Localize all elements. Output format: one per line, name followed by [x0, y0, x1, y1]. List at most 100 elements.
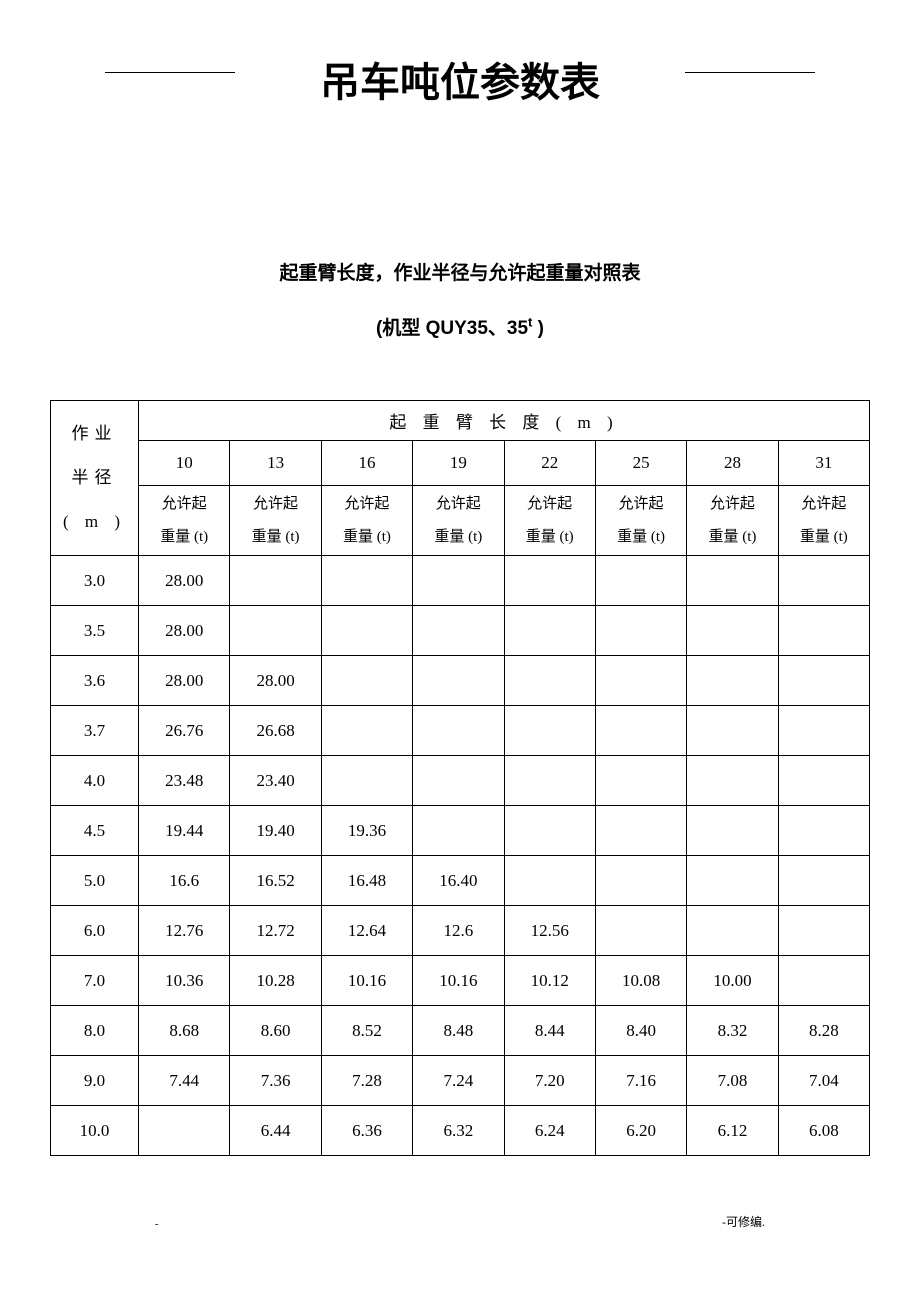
value-cell: [504, 756, 595, 806]
value-cell: 8.48: [413, 1006, 504, 1056]
value-cell: [321, 606, 412, 656]
value-cell: [687, 806, 778, 856]
value-cell: 7.28: [321, 1056, 412, 1106]
table-row: 3.028.00: [51, 556, 870, 606]
value-cell: 12.72: [230, 906, 321, 956]
radius-cell: 4.0: [51, 756, 139, 806]
value-cell: 16.40: [413, 856, 504, 906]
crane-load-table: 作业 半径 ( m ) 起 重 臂 长 度 ( m ) 101316192225…: [50, 400, 870, 1156]
value-cell: [595, 906, 686, 956]
value-cell: [595, 656, 686, 706]
value-cell: [504, 806, 595, 856]
title-rule-right: [685, 72, 815, 73]
table-body: 3.028.003.528.003.628.0028.003.726.7626.…: [51, 556, 870, 1156]
value-cell: [595, 706, 686, 756]
value-cell: 6.08: [778, 1106, 869, 1156]
value-cell: [778, 606, 869, 656]
value-cell: [778, 856, 869, 906]
boom-length-header: 起 重 臂 长 度 ( m ): [139, 401, 870, 441]
value-cell: [504, 856, 595, 906]
value-cell: [139, 1106, 230, 1156]
value-cell: 19.44: [139, 806, 230, 856]
value-cell: [321, 756, 412, 806]
table-row: 10.06.446.366.326.246.206.126.08: [51, 1106, 870, 1156]
value-cell: 28.00: [230, 656, 321, 706]
value-cell: [687, 556, 778, 606]
value-cell: [321, 556, 412, 606]
value-cell: [595, 556, 686, 606]
value-cell: 7.08: [687, 1056, 778, 1106]
value-cell: 7.04: [778, 1056, 869, 1106]
column-subheader: 允许起重量 (t): [504, 486, 595, 556]
value-cell: [321, 706, 412, 756]
value-cell: 23.48: [139, 756, 230, 806]
value-cell: 10.28: [230, 956, 321, 1006]
value-cell: [778, 906, 869, 956]
value-cell: 8.40: [595, 1006, 686, 1056]
value-cell: 16.6: [139, 856, 230, 906]
footer-left: -: [155, 1219, 158, 1230]
table-row: 7.010.3610.2810.1610.1610.1210.0810.00: [51, 956, 870, 1006]
column-subheader: 允许起重量 (t): [413, 486, 504, 556]
table-row: 6.012.7612.7212.6412.612.56: [51, 906, 870, 956]
column-length-19: 19: [413, 441, 504, 486]
value-cell: 8.60: [230, 1006, 321, 1056]
value-cell: [413, 756, 504, 806]
column-length-16: 16: [321, 441, 412, 486]
value-cell: 28.00: [139, 656, 230, 706]
value-cell: 7.20: [504, 1056, 595, 1106]
column-length-10: 10: [139, 441, 230, 486]
value-cell: [687, 656, 778, 706]
value-cell: [504, 656, 595, 706]
radius-cell: 3.5: [51, 606, 139, 656]
column-subheader: 允许起重量 (t): [778, 486, 869, 556]
value-cell: 8.28: [778, 1006, 869, 1056]
radius-cell: 3.7: [51, 706, 139, 756]
value-cell: 12.56: [504, 906, 595, 956]
column-sub-row: 允许起重量 (t)允许起重量 (t)允许起重量 (t)允许起重量 (t)允许起重…: [51, 486, 870, 556]
value-cell: 12.64: [321, 906, 412, 956]
column-subheader: 允许起重量 (t): [595, 486, 686, 556]
value-cell: [595, 806, 686, 856]
value-cell: 28.00: [139, 556, 230, 606]
value-cell: 6.44: [230, 1106, 321, 1156]
table-row: 3.726.7626.68: [51, 706, 870, 756]
value-cell: 10.16: [413, 956, 504, 1006]
radius-header-line3: ( m ): [63, 512, 126, 531]
radius-cell: 4.5: [51, 806, 139, 856]
value-cell: [778, 806, 869, 856]
value-cell: 10.16: [321, 956, 412, 1006]
column-subheader: 允许起重量 (t): [321, 486, 412, 556]
value-cell: [413, 806, 504, 856]
data-table-container: 作业 半径 ( m ) 起 重 臂 长 度 ( m ) 101316192225…: [50, 400, 870, 1156]
radius-cell: 3.0: [51, 556, 139, 606]
value-cell: [687, 756, 778, 806]
value-cell: [230, 606, 321, 656]
value-cell: 28.00: [139, 606, 230, 656]
value-cell: 7.24: [413, 1056, 504, 1106]
value-cell: 16.52: [230, 856, 321, 906]
value-cell: [778, 556, 869, 606]
value-cell: [778, 656, 869, 706]
value-cell: [595, 606, 686, 656]
value-cell: 10.12: [504, 956, 595, 1006]
page-title: 吊车吨位参数表: [0, 0, 920, 108]
value-cell: [413, 656, 504, 706]
value-cell: [413, 706, 504, 756]
table-row: 3.528.00: [51, 606, 870, 656]
value-cell: 6.24: [504, 1106, 595, 1156]
value-cell: [413, 606, 504, 656]
value-cell: 19.36: [321, 806, 412, 856]
table-row: 9.07.447.367.287.247.207.167.087.04: [51, 1056, 870, 1106]
value-cell: [595, 756, 686, 806]
column-length-28: 28: [687, 441, 778, 486]
value-cell: 26.68: [230, 706, 321, 756]
radius-header-line2: 半径: [72, 468, 118, 487]
value-cell: 26.76: [139, 706, 230, 756]
radius-cell: 8.0: [51, 1006, 139, 1056]
column-length-31: 31: [778, 441, 869, 486]
value-cell: [595, 856, 686, 906]
value-cell: 6.32: [413, 1106, 504, 1156]
value-cell: 8.52: [321, 1006, 412, 1056]
radius-cell: 3.6: [51, 656, 139, 706]
